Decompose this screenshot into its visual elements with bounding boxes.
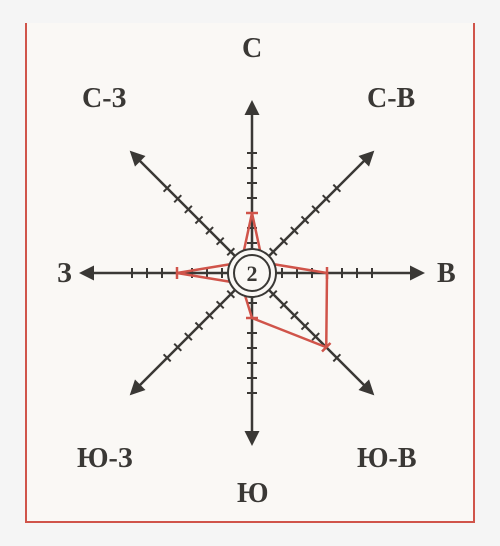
axis-label-SE: Ю-В: [357, 443, 417, 475]
axis-label-SW: Ю-З: [77, 443, 133, 475]
axis-SE: [252, 273, 372, 393]
axis-label-NE: С-В: [367, 83, 415, 115]
axis-label-E: В: [437, 258, 456, 290]
axis-label-N: С: [242, 33, 262, 65]
axis-label-W: З: [57, 258, 72, 290]
windrose-container: 2 С С-В В Ю-В Ю Ю-З З С-З: [25, 23, 475, 523]
axis-NE: [252, 153, 372, 273]
windrose-chart: 2 С С-В В Ю-В Ю Ю-З З С-З: [27, 23, 473, 521]
center-label: 2: [247, 261, 258, 286]
axis-SW: [132, 273, 252, 393]
axis-NW: [132, 153, 252, 273]
axis-label-NW: С-З: [82, 83, 126, 115]
axis-label-S: Ю: [237, 478, 269, 510]
